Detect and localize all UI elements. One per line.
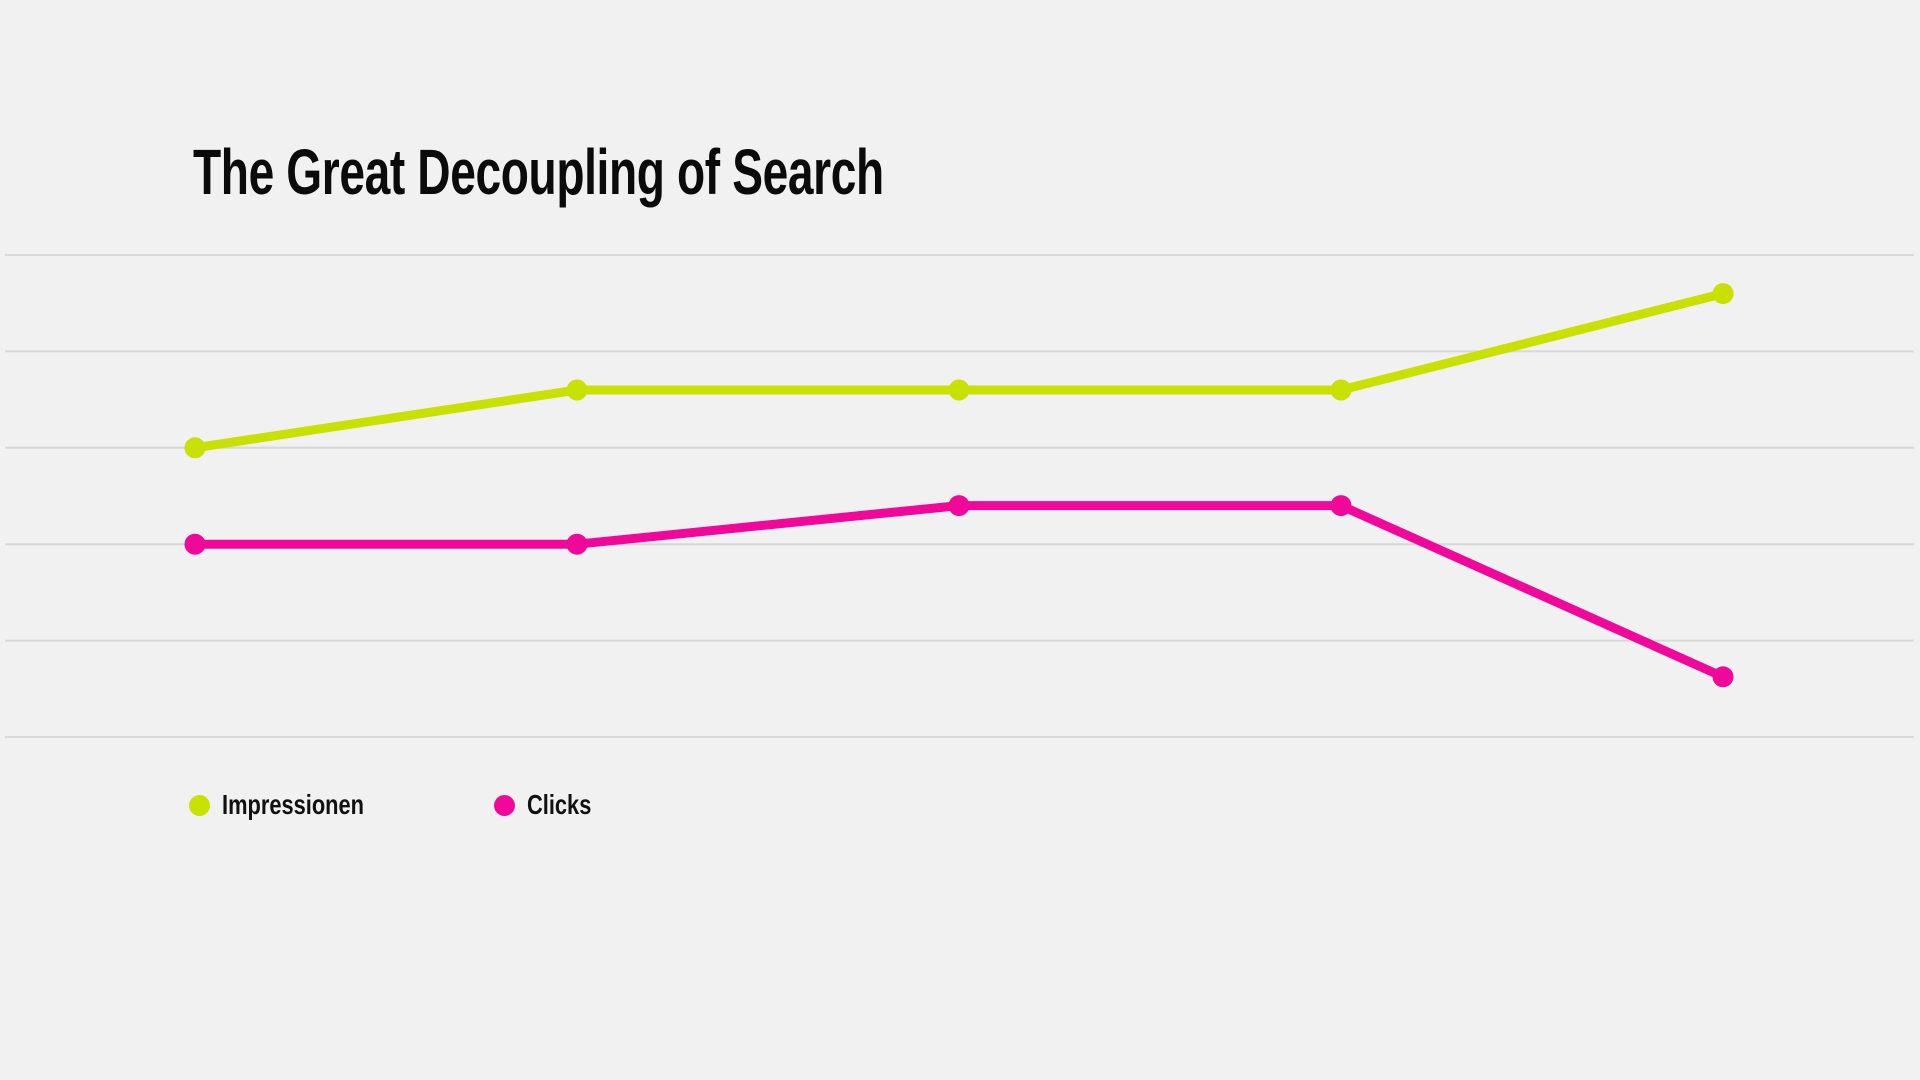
- data-point-impressionen: [566, 379, 588, 401]
- data-point-impressionen: [1712, 283, 1734, 305]
- data-point-clicks: [184, 533, 206, 555]
- data-point-clicks: [948, 495, 970, 517]
- chart-title: The Great Decoupling of Search: [193, 136, 884, 208]
- data-point-clicks: [1712, 666, 1734, 688]
- data-point-impressionen: [948, 379, 970, 401]
- data-point-impressionen: [1330, 379, 1352, 401]
- series-line-clicks: [195, 501, 1725, 681]
- series-line-impressionen: [194, 289, 1725, 453]
- data-point-impressionen: [184, 437, 206, 459]
- data-point-clicks: [1330, 495, 1352, 517]
- data-point-clicks: [566, 533, 588, 555]
